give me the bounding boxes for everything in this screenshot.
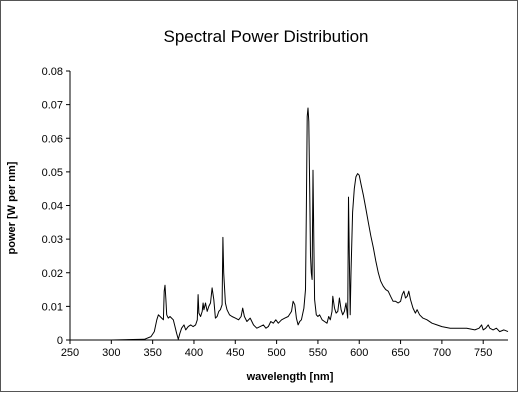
y-tick-label: 0 (57, 335, 63, 347)
chart-title: Spectral Power Distribution (163, 27, 368, 46)
x-tick-label: 550 (309, 347, 327, 359)
x-tick-label: 350 (143, 347, 161, 359)
x-tick-label: 750 (474, 347, 492, 359)
y-tick-label: 0.02 (42, 268, 63, 280)
x-tick-label: 500 (267, 347, 285, 359)
y-tick-label: 0.03 (42, 234, 63, 246)
x-tick-label: 300 (102, 347, 120, 359)
x-tick-label: 700 (433, 347, 451, 359)
y-tick-label: 0.07 (42, 100, 63, 112)
x-tick-label: 450 (226, 347, 244, 359)
y-tick-label: 0.01 (42, 301, 63, 313)
y-tick-label: 0.05 (42, 167, 63, 179)
series-group (70, 107, 509, 341)
series-line (70, 107, 509, 341)
x-tick-label: 650 (391, 347, 409, 359)
y-tick-label: 0.06 (42, 133, 63, 145)
x-tick-label: 250 (61, 347, 79, 359)
y-tick-label: 0.04 (42, 201, 63, 213)
ticks: 250 300 350 400 450 500 550 600 650 700 750 0 0.01 0.… (42, 66, 493, 359)
x-axis-label: wavelength [nm] (246, 371, 334, 383)
y-tick-label: 0.08 (42, 66, 63, 78)
x-tick-label: 600 (350, 347, 368, 359)
x-tick-label: 400 (185, 347, 203, 359)
y-axis-label: power [W per nm] (6, 161, 18, 254)
